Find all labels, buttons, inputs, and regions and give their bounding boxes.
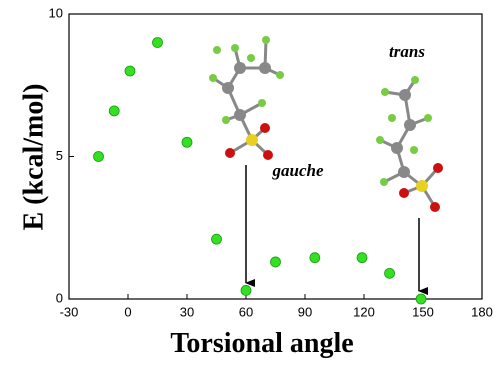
point [182, 137, 192, 147]
point [357, 253, 367, 263]
point [241, 285, 251, 295]
point [385, 268, 395, 278]
x-tick-label: 60 [239, 304, 253, 319]
x-tick-label: 180 [471, 304, 493, 319]
point [109, 106, 119, 116]
y-tick-label: 10 [49, 5, 63, 20]
x-axis-label: Torsional angle [170, 328, 353, 359]
x-tick-label: 0 [124, 304, 131, 319]
point [212, 234, 222, 244]
y-axis-label: E (kcal/mol) [18, 84, 49, 231]
x-tick-label: 150 [412, 304, 434, 319]
point [94, 152, 104, 162]
annotation: gauche [272, 161, 324, 180]
point [310, 253, 320, 263]
x-tick-label: 30 [180, 304, 194, 319]
x-tick-label: -30 [60, 304, 79, 319]
point [125, 66, 135, 76]
y-tick-label: 0 [56, 290, 63, 305]
point [153, 38, 163, 48]
molecule-trans [376, 76, 443, 212]
point [416, 294, 426, 304]
x-tick-label: 120 [353, 304, 375, 319]
x-tick-label: 90 [298, 304, 312, 319]
chart: gauche trans Torsional angle E (kcal/mol… [0, 0, 502, 365]
molecule-gauche [209, 36, 284, 160]
point [271, 257, 281, 267]
annotation: trans [389, 42, 425, 61]
y-tick-label: 5 [56, 148, 63, 163]
